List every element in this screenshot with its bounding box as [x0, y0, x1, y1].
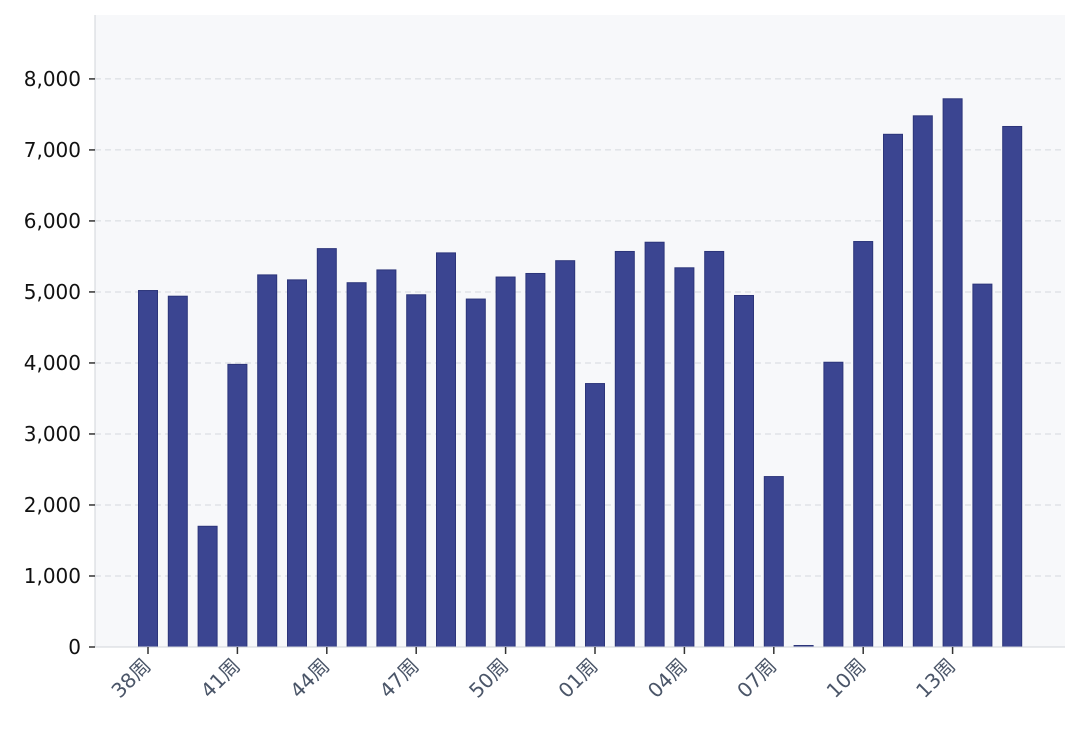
y-tick-label: 6,000	[24, 209, 81, 233]
bar-48周	[436, 252, 456, 648]
bar-44周	[316, 248, 337, 648]
y-tick-label: 3,000	[24, 422, 81, 446]
x-tick-label: 50周	[464, 654, 513, 703]
bar-09周	[823, 361, 844, 648]
x-tick-label: 47周	[375, 654, 424, 703]
y-tick-label: 0	[68, 635, 81, 659]
x-axis-ticks: 38周 41周 44周 47周 50周 01周 04周 07周 10周 13周	[106, 647, 960, 703]
bar-14周	[972, 283, 993, 648]
bar-13周	[942, 98, 963, 648]
bar-07周	[763, 476, 784, 648]
bar-40周	[197, 525, 218, 648]
bar-52周	[555, 260, 576, 648]
y-tick-label: 8,000	[24, 67, 81, 91]
y-tick-label: 2,000	[24, 493, 81, 517]
y-axis-ticks: 0 1,000 2,000 3,000 4,000 5,000 6,000 7,000 8,00…	[24, 67, 95, 659]
x-tick-label: 07周	[732, 654, 781, 703]
x-tick-label: 10周	[822, 654, 871, 703]
bar-45周	[346, 282, 367, 648]
y-tick-label: 5,000	[24, 280, 81, 304]
y-tick-label: 4,000	[24, 351, 81, 375]
bar-46周	[376, 269, 397, 648]
y-tick-label: 1,000	[24, 564, 81, 588]
bar-series	[138, 98, 1023, 648]
x-tick-label: 01周	[553, 654, 602, 703]
bar-03周	[644, 241, 665, 648]
bar-51周	[525, 272, 546, 648]
x-tick-label: 44周	[285, 654, 334, 703]
plot-background	[95, 15, 1065, 647]
bar-10周	[853, 241, 874, 648]
bar-05周	[704, 250, 725, 648]
bar-01周	[585, 383, 605, 648]
bar-39周	[167, 295, 188, 648]
x-tick-label: 13周	[911, 654, 960, 703]
bar-12周	[912, 115, 933, 648]
bar-41周	[227, 363, 248, 648]
x-tick-label: 41周	[196, 654, 245, 703]
x-tick-label: 38周	[106, 654, 155, 703]
bar-02周	[614, 250, 635, 648]
bar-49周	[465, 298, 486, 648]
bar-04周	[674, 267, 695, 648]
bar-50周	[495, 276, 516, 648]
bar-47周	[406, 294, 427, 648]
bar-43周	[287, 279, 307, 648]
x-tick-label: 04周	[643, 654, 692, 703]
bar-06周	[734, 294, 754, 648]
y-tick-label: 7,000	[24, 138, 81, 162]
grid-lines	[95, 78, 1065, 577]
bar-11周	[883, 133, 903, 648]
bar-15周	[1002, 125, 1023, 648]
bar-38周	[138, 290, 158, 648]
bar-42周	[257, 274, 278, 648]
